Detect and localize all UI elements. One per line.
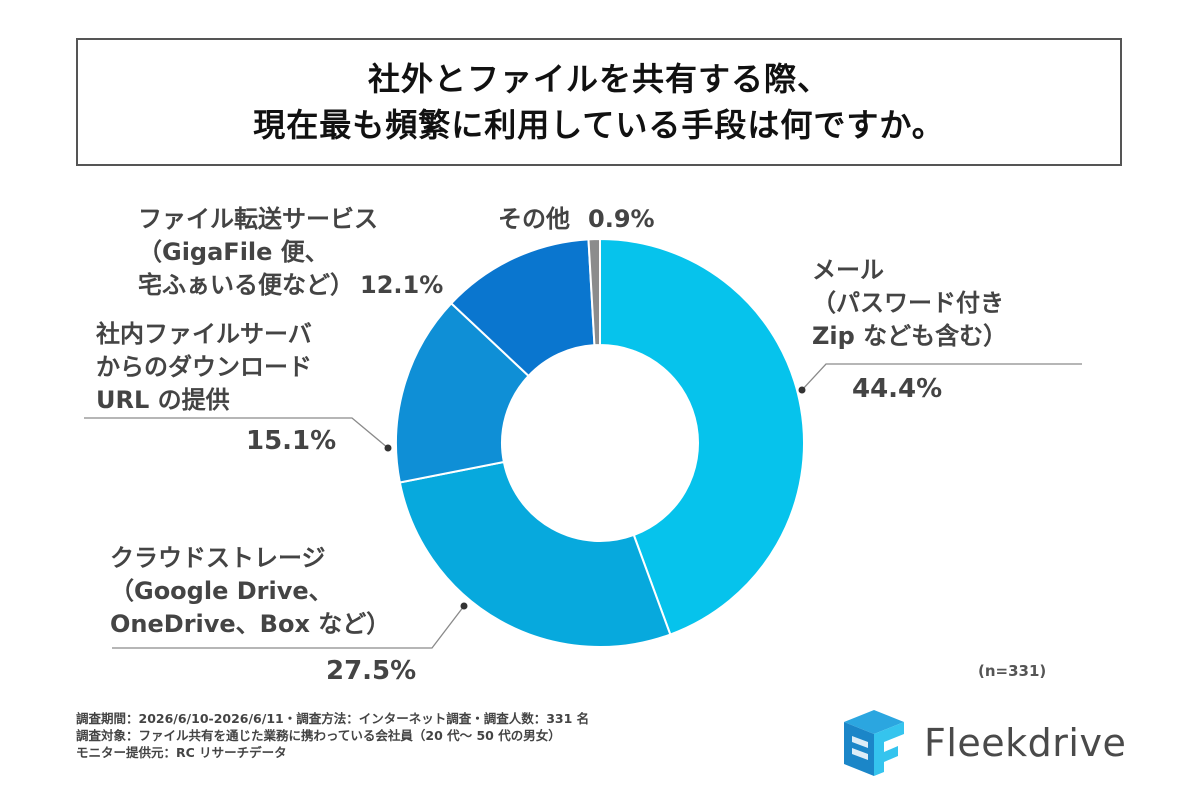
slice-label-other-text: その他 (498, 205, 570, 233)
leader-line-server (84, 417, 389, 449)
slice-value-other: 0.9% (588, 205, 655, 233)
footnote-period: 調査期間：2026/6/10-2026/6/11・調査方法：インターネット調査・… (76, 711, 590, 726)
donut-slice-mail (599, 237, 806, 636)
slice-label-mail-line-1: メール (812, 256, 884, 284)
slice-value-mail: 44.4% (852, 374, 943, 404)
logo-wordmark: Fleekdrive (924, 721, 1127, 765)
sample-size-note: (n=331) (978, 662, 1047, 680)
slice-label-mail: メール （パスワード付き Zip なども含む） (812, 254, 1007, 353)
footnote-target: 調査対象：ファイル共有を通じた業務に携わっている会社員（20 代〜 50 代の男… (76, 728, 561, 743)
slice-label-transfer-line-1: ファイル転送サービス (138, 205, 378, 233)
slice-label-transfer-line-2: （GigaFile 便、 (138, 238, 329, 266)
slice-value-cloud: 27.5% (326, 656, 417, 686)
slice-label-server-line-3: URL の提供 (96, 386, 230, 414)
leader-line-mail (801, 363, 1082, 391)
slice-label-cloud-line-3: OneDrive、Box など） (110, 610, 391, 638)
slice-label-transfer-line-3: 宅ふぁいる便など） (138, 271, 354, 299)
slice-label-server-line-2: からのダウンロード (96, 353, 312, 381)
donut-slice-cloud (398, 460, 672, 648)
slice-value-server: 15.1% (246, 426, 337, 456)
slice-label-server: 社内ファイルサーバ からのダウンロード URL の提供 (96, 318, 312, 417)
slice-label-server-line-1: 社内ファイルサーバ (96, 320, 312, 348)
chart-title-line-1: 社外とファイルを共有する際、 (367, 60, 830, 98)
slice-value-transfer: 12.1% (360, 271, 444, 299)
donut-slice-server (395, 301, 530, 484)
fleekdrive-logo-icon (844, 710, 904, 776)
slice-label-mail-line-3: Zip なども含む） (812, 322, 1008, 350)
slice-label-cloud-line-2: （Google Drive、 (110, 577, 333, 605)
leader-dot-cloud (460, 602, 468, 610)
leader-dot-mail (798, 386, 806, 394)
slice-label-cloud: クラウドストレージ （Google Drive、 OneDrive、Box など… (110, 542, 390, 641)
slice-label-mail-line-2: （パスワード付き (812, 289, 1004, 317)
survey-footnote: 調査期間：2026/6/10-2026/6/11・調査方法：インターネット調査・… (76, 710, 589, 761)
footnote-provider: モニター提供元：RC リサーチデータ (76, 745, 287, 760)
donut-slice-other (587, 237, 601, 347)
leader-line-cloud (112, 605, 465, 649)
title-box: 社外とファイルを共有する際、 現在最も頻繁に利用している手段は何ですか。 (76, 38, 1122, 166)
leader-dot-server (384, 444, 392, 452)
fleekdrive-logo: Fleekdrive (838, 708, 1126, 778)
slice-label-transfer: ファイル転送サービス （GigaFile 便、 宅ふぁいる便など） 12.1% (138, 203, 443, 302)
slice-label-cloud-line-1: クラウドストレージ (110, 544, 326, 572)
slice-label-other: その他 0.9% (498, 203, 655, 236)
slice-label-transfer-line-3-row: 宅ふぁいる便など） 12.1% (138, 269, 443, 302)
chart-title-line-2: 現在最も頻繁に利用している手段は何ですか。 (253, 106, 945, 144)
